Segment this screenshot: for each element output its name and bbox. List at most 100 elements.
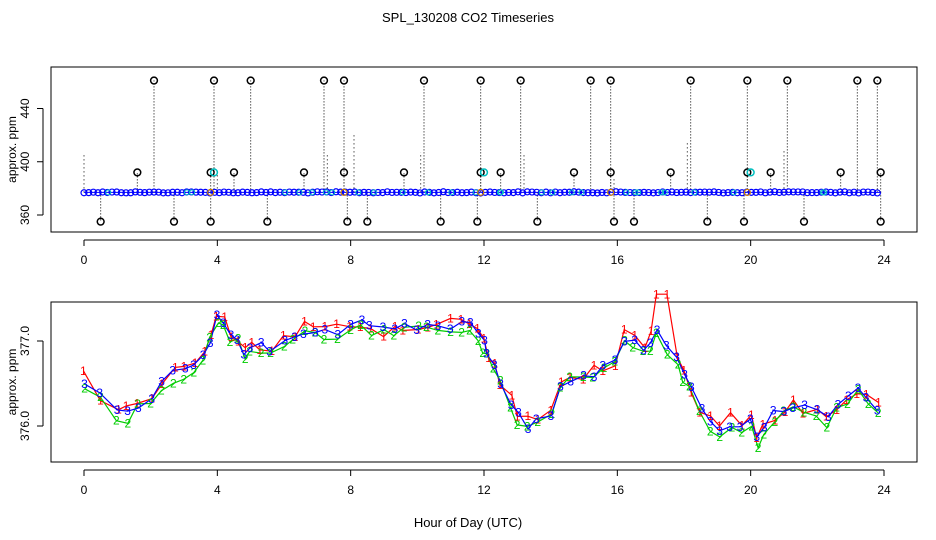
baseline-point: [463, 188, 471, 197]
baseline-point: [448, 189, 455, 196]
series-2-marker: 2: [686, 380, 693, 394]
series-1-marker: 1: [681, 363, 688, 377]
series-2-marker: 2: [447, 325, 454, 339]
series-2-marker: 2: [267, 346, 274, 360]
series-1-marker: 1: [524, 409, 531, 423]
spike-point: [743, 168, 752, 177]
bottom-y-tick-label: 376.0: [18, 411, 32, 441]
series-3-marker: 3: [580, 369, 587, 383]
series-1-marker: 1: [228, 330, 235, 344]
series-2-marker: 2: [125, 416, 132, 430]
top-plot-frame: [50, 66, 918, 233]
series-1-marker: 1: [333, 317, 340, 331]
series-3-marker: 3: [673, 350, 680, 364]
baseline-point: [329, 189, 336, 196]
series-1-marker: 1: [97, 394, 104, 408]
series-1-marker: 1: [534, 413, 541, 427]
baseline-point: [547, 189, 555, 197]
series-3-marker: 3: [234, 333, 241, 347]
series-2-marker: 2: [347, 323, 354, 337]
baseline-point: [424, 189, 431, 196]
baseline-point: [332, 188, 340, 196]
baseline-point: [136, 188, 144, 196]
bottom-x-tick-label: 16: [611, 483, 625, 497]
baseline-point: [141, 189, 149, 197]
series-1-marker: 1: [580, 372, 587, 386]
spike-point: [873, 76, 882, 85]
baseline-point: [374, 188, 382, 197]
series-2-marker: 2: [475, 334, 482, 348]
baseline-point: [831, 189, 839, 197]
spike-point: [263, 217, 272, 226]
baseline-point: [730, 189, 737, 196]
series-3-marker: 3: [322, 322, 329, 336]
series-2-marker: 2: [458, 325, 465, 339]
series-3-marker: 3: [190, 358, 197, 372]
top-x-tick-label: 8: [347, 253, 354, 267]
baseline-point: [565, 188, 573, 196]
cyan-point: [479, 168, 489, 177]
baseline-point: [197, 188, 205, 196]
baseline-point: [785, 188, 793, 196]
series-2-marker: 2: [640, 344, 647, 358]
baseline-point: [523, 188, 531, 196]
series-3-marker: 3: [663, 338, 670, 352]
baseline-point: [271, 188, 279, 197]
baseline-point: [243, 188, 251, 197]
series-2-marker: 2: [479, 346, 486, 360]
baseline-point: [262, 188, 270, 197]
spike-point: [436, 217, 445, 226]
series-1-marker: 1: [514, 409, 521, 423]
series-2-marker: 2: [675, 358, 682, 372]
series-1-marker: 1: [547, 403, 554, 417]
baseline-point: [813, 189, 821, 197]
orange-point: [607, 188, 615, 196]
series-1-marker: 1: [480, 331, 487, 345]
baseline-point: [649, 189, 657, 197]
series-2-marker: 2: [199, 353, 206, 367]
baseline-point: [304, 189, 312, 197]
series-3-marker: 3: [845, 389, 852, 403]
series-1-marker: 1: [134, 396, 141, 410]
baseline-point: [827, 188, 835, 196]
series-1-marker: 1: [213, 309, 220, 323]
series-2-marker: 2: [113, 414, 120, 428]
series-3-marker: 3: [567, 375, 574, 389]
baseline-point: [780, 188, 788, 196]
baseline-point: [771, 188, 779, 196]
top-y-tick-label: 440: [18, 98, 32, 118]
series-2-marker: 2: [748, 419, 755, 433]
baseline-point: [603, 189, 611, 197]
baseline-point: [799, 188, 807, 196]
top-x-tick-label: 24: [877, 253, 891, 267]
spike-point: [569, 168, 579, 177]
series-2-marker: 2: [390, 329, 397, 343]
baseline-point: [757, 188, 765, 196]
cyan-point: [746, 168, 755, 177]
baseline-point: [589, 189, 597, 197]
series-2-marker: 2: [180, 372, 187, 386]
series-3-marker: 3: [169, 363, 176, 377]
series-2-marker: 2: [483, 347, 490, 361]
series-2-marker: 2: [664, 348, 671, 362]
bottom-x-tick-label: 24: [877, 483, 891, 497]
spike-point: [229, 168, 239, 177]
baseline-point: [183, 189, 190, 196]
baseline-point: [239, 188, 247, 196]
baseline-point: [351, 188, 359, 196]
series-3-line: [84, 313, 878, 439]
series-1-marker: 1: [621, 323, 628, 337]
series-2-marker: 2: [368, 329, 375, 343]
baseline-point: [859, 188, 867, 196]
series-3-marker: 3: [825, 410, 832, 424]
spike-point: [739, 217, 749, 226]
series-3-marker: 3: [258, 336, 265, 350]
series-1-marker: 1: [447, 311, 454, 325]
bottom-x-tick-label: 20: [744, 483, 758, 497]
series-1-marker: 1: [782, 405, 789, 419]
series-3-marker: 3: [413, 323, 420, 337]
series-2-marker: 2: [647, 344, 654, 358]
orange-point: [340, 188, 348, 196]
top-x-tick-label: 12: [477, 253, 491, 267]
baseline-point: [654, 188, 662, 197]
